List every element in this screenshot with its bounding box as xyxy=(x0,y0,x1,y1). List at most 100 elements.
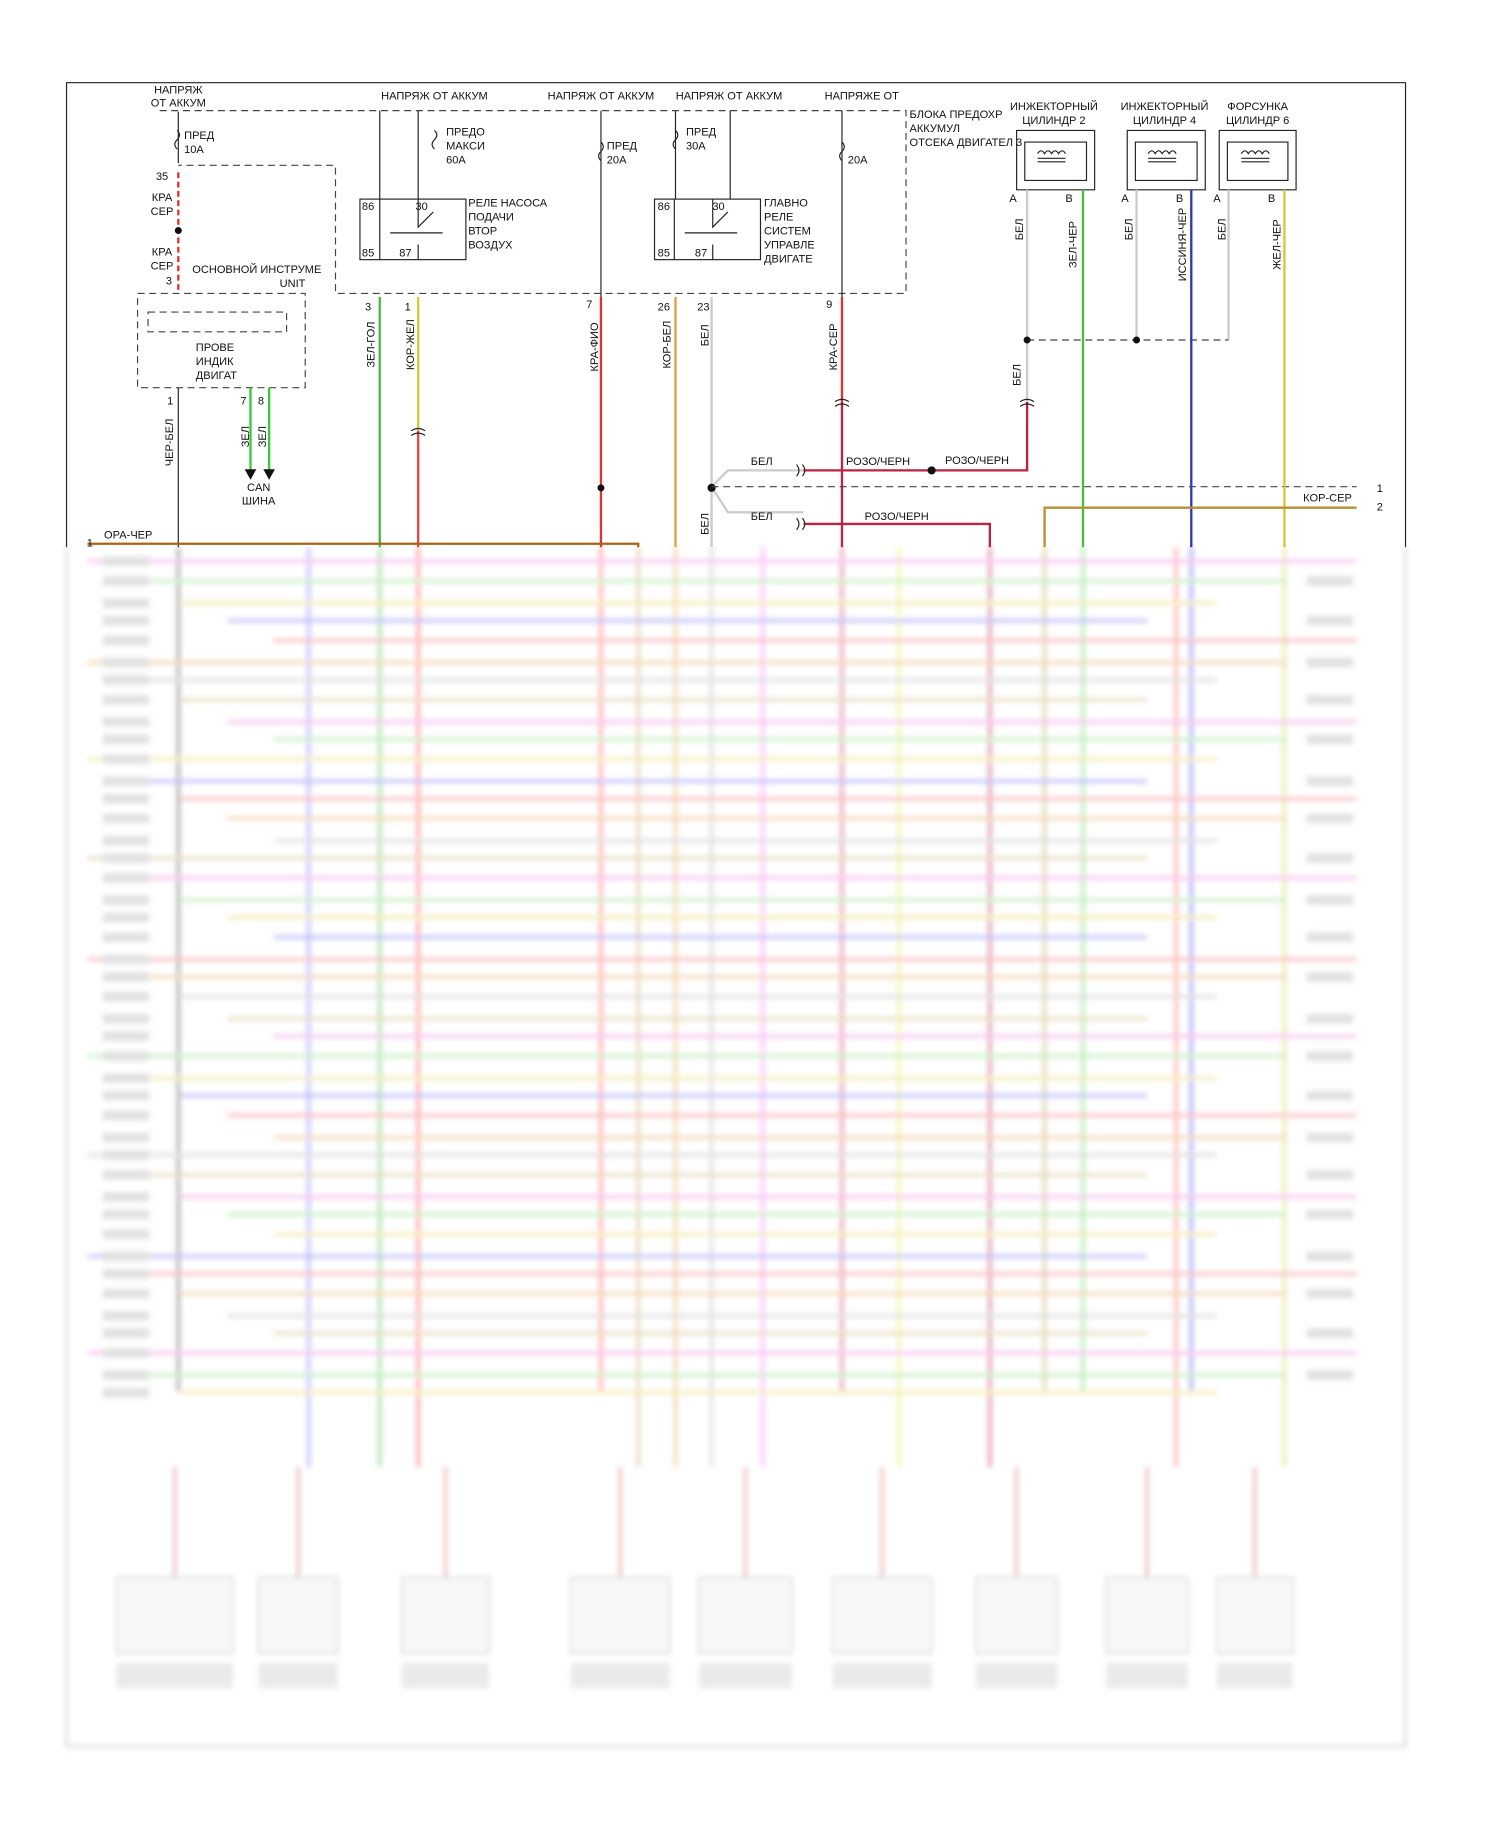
label-placeholder xyxy=(1306,776,1354,786)
arrow xyxy=(244,469,275,480)
connector-symbols xyxy=(410,398,1035,531)
fuse-box-label: БЛОКА ПРЕДОХР xyxy=(910,109,1003,121)
fuse-box-label: АККУМУЛ xyxy=(910,123,960,135)
component-box xyxy=(975,1577,1058,1654)
lamp-label: ДВИГАТ xyxy=(196,370,238,382)
component-name: ЦИЛИНДР 4 xyxy=(1133,115,1196,127)
fuse-box-label: ОТСЕКА ДВИГАТЕЛ 3 xyxy=(910,137,1023,149)
label-placeholder xyxy=(1306,657,1354,668)
label-placeholder xyxy=(102,873,150,883)
label-placeholder xyxy=(102,1328,150,1338)
label-placeholder xyxy=(1216,1662,1293,1689)
label-placeholder xyxy=(102,635,150,646)
label-placeholder xyxy=(1306,1328,1354,1338)
relay-name: ДВИГАТЕ xyxy=(764,254,813,266)
lamp-label: ПРОВЕ xyxy=(196,342,234,354)
label-placeholder xyxy=(1306,1288,1354,1299)
label-placeholder xyxy=(102,695,150,705)
label-placeholder xyxy=(102,1150,150,1160)
wire-label: ОРА-ЧЕР xyxy=(104,530,152,542)
pin-number: 87 xyxy=(695,248,707,260)
label-placeholder xyxy=(1106,1662,1188,1689)
component-box xyxy=(698,1577,793,1654)
label-placeholder xyxy=(570,1662,670,1689)
fuse-rating: 30A xyxy=(686,141,706,153)
pin-number: B xyxy=(1065,193,1072,205)
label-placeholder xyxy=(1306,734,1354,745)
component-name: ИНЖЕКТОРНЫЙ xyxy=(1010,100,1098,113)
label-placeholder xyxy=(102,675,150,685)
frame xyxy=(65,547,1407,1748)
label-placeholder xyxy=(102,1311,150,1321)
relay-internals xyxy=(379,199,738,260)
label-placeholder xyxy=(102,1269,150,1279)
label-placeholder xyxy=(1306,932,1354,942)
relay-name: СИСТЕМ xyxy=(764,226,811,238)
relay-name: ПОДАЧИ xyxy=(468,212,514,224)
label-placeholder xyxy=(102,1192,150,1202)
relay-name: РЕЛЕ xyxy=(764,212,793,224)
label-placeholder xyxy=(102,1209,150,1220)
pin-number: A xyxy=(1121,193,1129,205)
wire-label: КРА xyxy=(152,192,173,204)
component-box xyxy=(401,1577,490,1654)
wire-label: РОЗО/ЧЕРН xyxy=(865,511,929,523)
label-placeholder xyxy=(102,1288,150,1299)
label-placeholder xyxy=(102,1110,150,1121)
label-placeholder xyxy=(102,556,150,566)
splice xyxy=(597,484,605,492)
wire-label: КРА xyxy=(152,247,173,259)
label-placeholder xyxy=(1306,895,1354,905)
label-placeholder xyxy=(1306,1170,1354,1180)
label-placeholder xyxy=(1306,1090,1354,1101)
pin-number: 23 xyxy=(697,301,709,313)
label-placeholder xyxy=(102,1132,150,1143)
wire-label: БЕЛ xyxy=(700,324,712,346)
pin-number: 26 xyxy=(658,301,670,313)
label-placeholder xyxy=(102,1370,150,1380)
wire-label: РОЗО/ЧЕРН xyxy=(846,456,910,468)
wire-label: БЕЛ xyxy=(1217,218,1229,240)
wire-label: ИССИНЯ-ЧЕР xyxy=(1177,208,1189,282)
component-name: ЦИЛИНДР 6 xyxy=(1226,115,1289,127)
wire-label: СЕР xyxy=(151,206,174,218)
component-box xyxy=(1216,1577,1294,1654)
pin-number: 1 xyxy=(87,538,93,550)
label-placeholder xyxy=(1306,695,1354,705)
component-box xyxy=(832,1577,933,1654)
wire-label: КОР-ЖЕЛ xyxy=(405,319,417,370)
wire-label: ЗЕЛ xyxy=(240,426,252,447)
wire-label: ЗЕЛ-ЧЕР xyxy=(1068,221,1080,268)
wire xyxy=(710,296,804,548)
splice xyxy=(174,227,182,235)
power-source: НАПРЯЖ ОТ АККУМ xyxy=(548,91,655,103)
pin-number: 7 xyxy=(240,396,246,408)
label-placeholder xyxy=(102,853,150,863)
wire-label: ЗЕЛ xyxy=(257,426,269,447)
label-placeholder xyxy=(401,1662,490,1689)
label-placeholder xyxy=(1306,1051,1354,1061)
coil-symbol xyxy=(1037,150,1067,163)
frame xyxy=(65,82,1407,548)
wire-label: ЗЕЛ-ГОЛ xyxy=(366,322,378,368)
splice xyxy=(1023,336,1031,344)
pin-number: 87 xyxy=(399,248,411,260)
pin-number: 86 xyxy=(658,201,670,213)
wire-label: БЕЛ xyxy=(751,456,773,468)
label-placeholder xyxy=(102,615,150,626)
power-source: НАПРЯЖ xyxy=(154,85,203,97)
label-placeholder xyxy=(102,1073,150,1083)
splice xyxy=(927,466,936,475)
pin-number: B xyxy=(1268,193,1275,205)
wire-label: КОР-БЕЛ xyxy=(661,321,673,369)
label-placeholder xyxy=(102,776,150,786)
fuse-name: ПРЕД xyxy=(686,127,717,139)
fuse-name: ПРЕДО xyxy=(446,127,485,139)
component-box xyxy=(1105,1577,1189,1654)
pin-number: 3 xyxy=(166,276,172,288)
label-placeholder xyxy=(102,895,150,905)
power-source: ОТ АККУМ xyxy=(151,98,206,110)
relay-name: ВТОР xyxy=(468,226,497,238)
fuse-name: МАКСИ xyxy=(446,141,485,153)
